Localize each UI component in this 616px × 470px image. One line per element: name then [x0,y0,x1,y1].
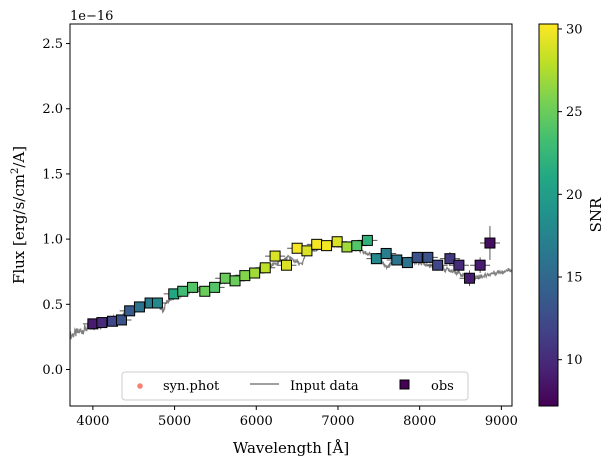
obs-point [187,281,199,293]
obs-point [331,236,343,248]
obs-point [464,272,476,284]
obs-point [370,253,382,265]
x-tick-label: 7000 [321,414,354,429]
obs-point [259,262,271,274]
obs-point [96,317,108,329]
obs-point [351,240,363,252]
obs-point [249,267,261,279]
obs-point [269,250,281,262]
obs-point [301,245,313,257]
y-axis-label-tail: /A] [10,146,28,168]
colorbar-frame [538,23,559,407]
y-axis-label-exponent: 2 [10,168,21,174]
legend-synphot-label: syn.phot [163,379,220,394]
colorbar-ticks: 10 15 20 25 30 [558,22,583,368]
obs-point [124,305,136,317]
y-axis-label: Flux [erg/s/cm2/A] [10,146,28,284]
colorbar-tick-label: 15 [566,271,583,286]
x-axis-ticks: 4000 5000 6000 7000 8000 9000 [76,406,518,429]
obs-point [115,314,127,326]
obs-point [432,259,444,271]
obs-point [209,281,221,293]
obs-point [177,285,189,297]
obs-point [199,285,211,297]
obs-point [484,237,496,249]
y-tick-label: 2.0 [42,102,63,117]
legend-obs-label: obs [431,379,454,394]
x-tick-label: 6000 [240,414,273,429]
obs-point [411,251,423,263]
x-tick-label: 5000 [158,414,191,429]
colorbar-tick-label: 10 [566,353,583,368]
obs-point [380,247,392,259]
x-tick-label: 4000 [76,414,109,429]
marker-layer [87,234,496,330]
obs-point [401,257,413,269]
obs-point [474,259,486,271]
obs-point [311,238,323,250]
x-tick-label: 9000 [485,414,518,429]
legend-frame [121,371,469,401]
obs-point [444,253,456,265]
colorbar-tick-label: 20 [566,188,583,203]
legend-obs-marker [399,379,410,390]
obs-point [291,242,303,254]
y-axis-ticks: 0.0 0.5 1.0 1.5 2.0 2.5 [42,37,70,378]
obs-point [229,275,241,287]
y-axis-label-base: Flux [erg/s/cm [10,174,28,284]
obs-point [391,254,403,266]
obs-point [341,241,353,253]
legend-input-data-label: Input data [290,379,359,394]
obs-point [151,297,163,309]
obs-point [453,259,465,271]
colorbar-label: SNR [587,197,605,232]
legend: syn.phot Input data obs [121,371,469,401]
colorbar: 10 15 20 25 30 SNR [538,22,605,407]
x-tick-label: 8000 [403,414,436,429]
obs-point [133,301,145,313]
legend-synphot-marker [137,383,143,389]
x-axis-label: Wavelength [Å] [233,439,349,457]
y-tick-label: 1.0 [42,233,63,248]
obs-point [321,240,333,252]
obs-point [239,270,251,282]
obs-point [361,234,373,246]
y-tick-label: 1.5 [42,167,63,182]
y-tick-label: 2.5 [42,37,63,52]
y-tick-label: 0.0 [42,363,63,378]
plot-area: 4000 5000 6000 7000 8000 9000 0.0 0.5 1.0 1.5 2.0… [42,23,518,429]
obs-point [219,272,231,284]
colorbar-gradient [539,24,558,406]
colorbar-tick-label: 30 [566,22,583,37]
plot-frame [69,23,513,407]
colorbar-tick-label: 25 [566,105,583,120]
y-offset-text: 1e−16 [70,9,113,24]
y-tick-label: 0.5 [42,298,63,313]
obs-point [422,251,434,263]
obs-point [281,259,293,271]
